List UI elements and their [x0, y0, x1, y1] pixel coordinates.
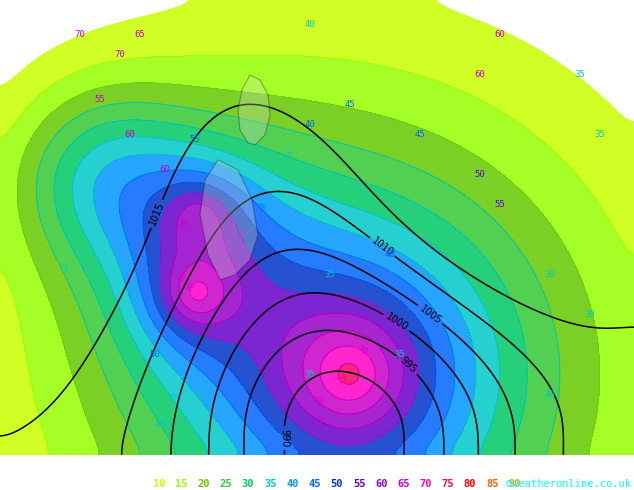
Text: 90: 90: [508, 479, 521, 489]
Text: 40: 40: [304, 121, 315, 129]
Polygon shape: [200, 160, 258, 280]
Text: 1005: 1005: [418, 303, 443, 326]
Text: 50: 50: [475, 171, 486, 179]
Text: 60: 60: [495, 30, 505, 40]
Text: 990: 990: [279, 429, 289, 447]
Text: 55: 55: [94, 96, 105, 104]
Text: 995: 995: [398, 356, 418, 375]
Text: Surface pressure [hPa] ECMWF: Surface pressure [hPa] ECMWF: [3, 466, 185, 476]
Text: 45: 45: [415, 130, 425, 140]
Text: 35: 35: [264, 479, 276, 489]
Text: 1010: 1010: [370, 236, 395, 258]
Text: 55: 55: [190, 135, 200, 145]
Text: 45: 45: [345, 100, 356, 109]
Text: 65: 65: [311, 395, 325, 409]
Text: 35: 35: [574, 71, 585, 79]
Text: 60: 60: [227, 257, 240, 270]
Text: 50: 50: [330, 479, 343, 489]
Text: 70: 70: [184, 281, 197, 294]
Text: 70: 70: [356, 344, 370, 358]
Text: 60: 60: [125, 130, 136, 140]
Text: 45: 45: [308, 479, 321, 489]
Text: 65: 65: [134, 30, 145, 40]
Text: 60: 60: [375, 479, 387, 489]
Text: 10: 10: [153, 479, 165, 489]
Text: 80: 80: [464, 479, 476, 489]
Text: 25: 25: [55, 262, 68, 276]
Text: 40: 40: [121, 282, 133, 295]
Text: 50: 50: [150, 350, 160, 359]
Text: 75: 75: [333, 373, 347, 387]
Text: 35: 35: [595, 130, 605, 140]
Text: 1015: 1015: [148, 200, 166, 227]
Text: 75: 75: [442, 479, 454, 489]
Text: 70: 70: [420, 479, 432, 489]
Text: 35: 35: [325, 270, 335, 279]
Text: 55: 55: [353, 479, 365, 489]
Text: 55: 55: [495, 200, 505, 209]
Text: 45: 45: [253, 201, 267, 215]
Text: Sa 25-05-2024 12:00 UTC (12+24): Sa 25-05-2024 12:00 UTC (12+24): [429, 466, 631, 476]
Text: ©weatheronline.co.uk: ©weatheronline.co.uk: [506, 479, 631, 489]
Text: 40: 40: [195, 390, 205, 399]
Text: 30: 30: [545, 270, 555, 279]
Text: 55: 55: [233, 227, 246, 240]
Text: 65: 65: [176, 269, 189, 283]
Polygon shape: [238, 75, 270, 145]
Text: 30: 30: [242, 479, 254, 489]
Text: 45: 45: [253, 201, 267, 215]
Text: 50: 50: [245, 392, 259, 406]
Text: 1000: 1000: [384, 312, 410, 333]
Text: 60: 60: [160, 166, 171, 174]
Text: 55: 55: [179, 220, 190, 229]
Text: 70: 70: [75, 30, 86, 40]
Text: 40: 40: [545, 390, 555, 399]
Text: 40: 40: [286, 479, 299, 489]
Text: 40: 40: [155, 420, 165, 429]
Text: 55: 55: [233, 227, 246, 240]
Text: 40: 40: [385, 250, 396, 259]
Text: 60: 60: [475, 71, 486, 79]
Text: 35: 35: [394, 350, 405, 359]
Text: 25: 25: [219, 479, 232, 489]
Text: 35: 35: [304, 370, 315, 379]
Text: 35: 35: [164, 390, 178, 404]
Text: 30: 30: [585, 310, 595, 319]
Text: 70: 70: [115, 50, 126, 59]
Text: 85: 85: [486, 479, 498, 489]
Text: 40: 40: [304, 21, 315, 29]
Text: 30: 30: [279, 149, 292, 162]
Text: 65: 65: [397, 479, 410, 489]
Text: Isotachs 10m (km/h): Isotachs 10m (km/h): [3, 479, 127, 489]
Text: 60: 60: [313, 415, 327, 428]
Text: 20: 20: [197, 479, 210, 489]
Text: 15: 15: [175, 479, 188, 489]
